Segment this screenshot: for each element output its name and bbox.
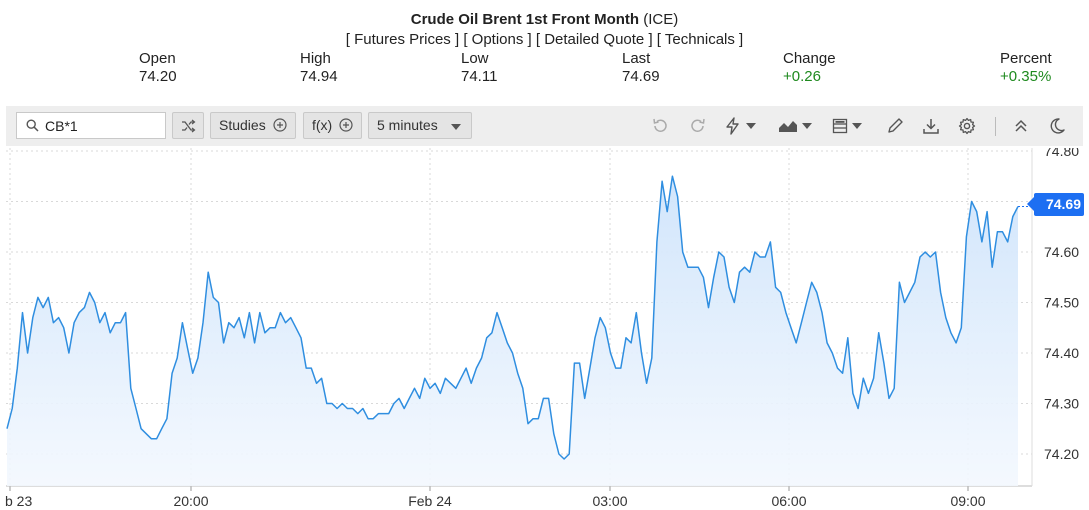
compare-icon — [182, 119, 196, 133]
chart-toolbar: CB*1 Studies f(x) 5 minutes — [6, 106, 1083, 146]
x-tick-label: 06:00 — [771, 493, 806, 509]
last-value: 74.69 — [622, 68, 660, 85]
quote-change: Change +0.26 — [783, 50, 836, 86]
chart-type-button[interactable] — [778, 116, 812, 136]
last-price-tag: 74.69 — [1027, 193, 1084, 216]
redo-button[interactable] — [689, 116, 707, 136]
x-tick-label: 03:00 — [592, 493, 627, 509]
download-icon — [923, 119, 939, 134]
y-tick-label: 74.50 — [1044, 295, 1079, 311]
compare-button[interactable] — [172, 112, 204, 139]
toolbar-divider — [995, 117, 996, 136]
x-tick-label: b 23 — [5, 493, 32, 509]
undo-icon — [653, 118, 667, 132]
gear-icon — [958, 117, 976, 135]
percent-label: Percent — [1000, 50, 1052, 67]
price-area-fill — [7, 176, 1018, 486]
undo-button[interactable] — [651, 116, 669, 136]
quote-high: High 74.94 — [300, 50, 338, 86]
symbol-search-input[interactable]: CB*1 — [16, 112, 166, 139]
collapse-icon — [1015, 119, 1027, 132]
studies-button[interactable]: Studies — [210, 112, 296, 139]
chevron-down-icon — [451, 124, 461, 130]
low-value: 74.11 — [461, 68, 498, 85]
futures-prices-link[interactable]: [ Futures Prices ] — [345, 31, 460, 48]
low-label: Low — [461, 50, 489, 67]
chevron-down-icon — [852, 123, 862, 129]
y-tick-label: 74.30 — [1044, 396, 1079, 412]
plus-circle-icon — [339, 118, 353, 132]
open-label: Open — [139, 50, 176, 67]
functions-label: f(x) — [312, 117, 333, 133]
functions-button[interactable]: f(x) — [303, 112, 363, 139]
settings-button[interactable] — [958, 116, 976, 136]
price-line — [6, 175, 1019, 460]
y-tick-label: 74.80 — [1044, 148, 1079, 159]
pencil-icon — [888, 118, 903, 133]
x-tick-label: 09:00 — [950, 493, 985, 509]
plus-circle-icon — [272, 118, 287, 132]
technicals-link[interactable]: [ Technicals ] — [656, 31, 744, 48]
options-link[interactable]: [ Options ] — [463, 31, 532, 48]
x-tick-label: Feb 24 — [408, 493, 452, 509]
y-tick-label: 74.20 — [1044, 446, 1079, 462]
search-icon — [26, 119, 39, 132]
quote-open: Open 74.20 — [139, 50, 177, 86]
download-button[interactable] — [922, 116, 940, 136]
high-value: 74.94 — [300, 68, 338, 85]
instrument-title-row: Crude Oil Brent 1st Front Month (ICE) — [0, 11, 1089, 29]
chevron-down-icon — [746, 123, 756, 129]
redo-icon — [691, 118, 705, 132]
symbol-value: CB*1 — [45, 118, 78, 134]
instrument-title: Crude Oil Brent 1st Front Month — [410, 11, 640, 28]
interval-label: 5 minutes — [377, 117, 438, 133]
open-value: 74.20 — [139, 68, 177, 85]
x-tick-label: 20:00 — [173, 493, 208, 509]
moon-icon — [1050, 118, 1065, 134]
quote-links: [ Futures Prices ] [ Options ] [ Detaile… — [0, 31, 1089, 49]
studies-label: Studies — [219, 117, 266, 133]
exchange-label: (ICE) — [643, 11, 679, 28]
area-chart-icon — [779, 121, 797, 132]
template-button[interactable] — [832, 116, 862, 136]
interval-select[interactable]: 5 minutes — [368, 112, 472, 139]
high-label: High — [300, 50, 331, 67]
quote-low: Low 74.11 — [461, 50, 497, 86]
y-tick-label: 74.60 — [1044, 244, 1079, 260]
theme-toggle-button[interactable] — [1048, 116, 1066, 136]
draw-button[interactable] — [886, 116, 904, 136]
chevron-down-icon — [802, 123, 812, 129]
change-label: Change — [783, 50, 836, 67]
template-icon — [832, 118, 848, 134]
percent-value: +0.35% — [1000, 68, 1052, 85]
y-tick-label: 74.40 — [1044, 345, 1079, 361]
quote-last: Last 74.69 — [622, 50, 660, 86]
events-button[interactable] — [724, 116, 756, 136]
quote-percent: Percent +0.35% — [1000, 50, 1052, 86]
collapse-button[interactable] — [1014, 116, 1028, 136]
last-label: Last — [622, 50, 651, 67]
change-value: +0.26 — [783, 68, 821, 85]
lightning-icon — [726, 117, 739, 135]
detailed-quote-link[interactable]: [ Detailed Quote ] — [535, 31, 653, 48]
